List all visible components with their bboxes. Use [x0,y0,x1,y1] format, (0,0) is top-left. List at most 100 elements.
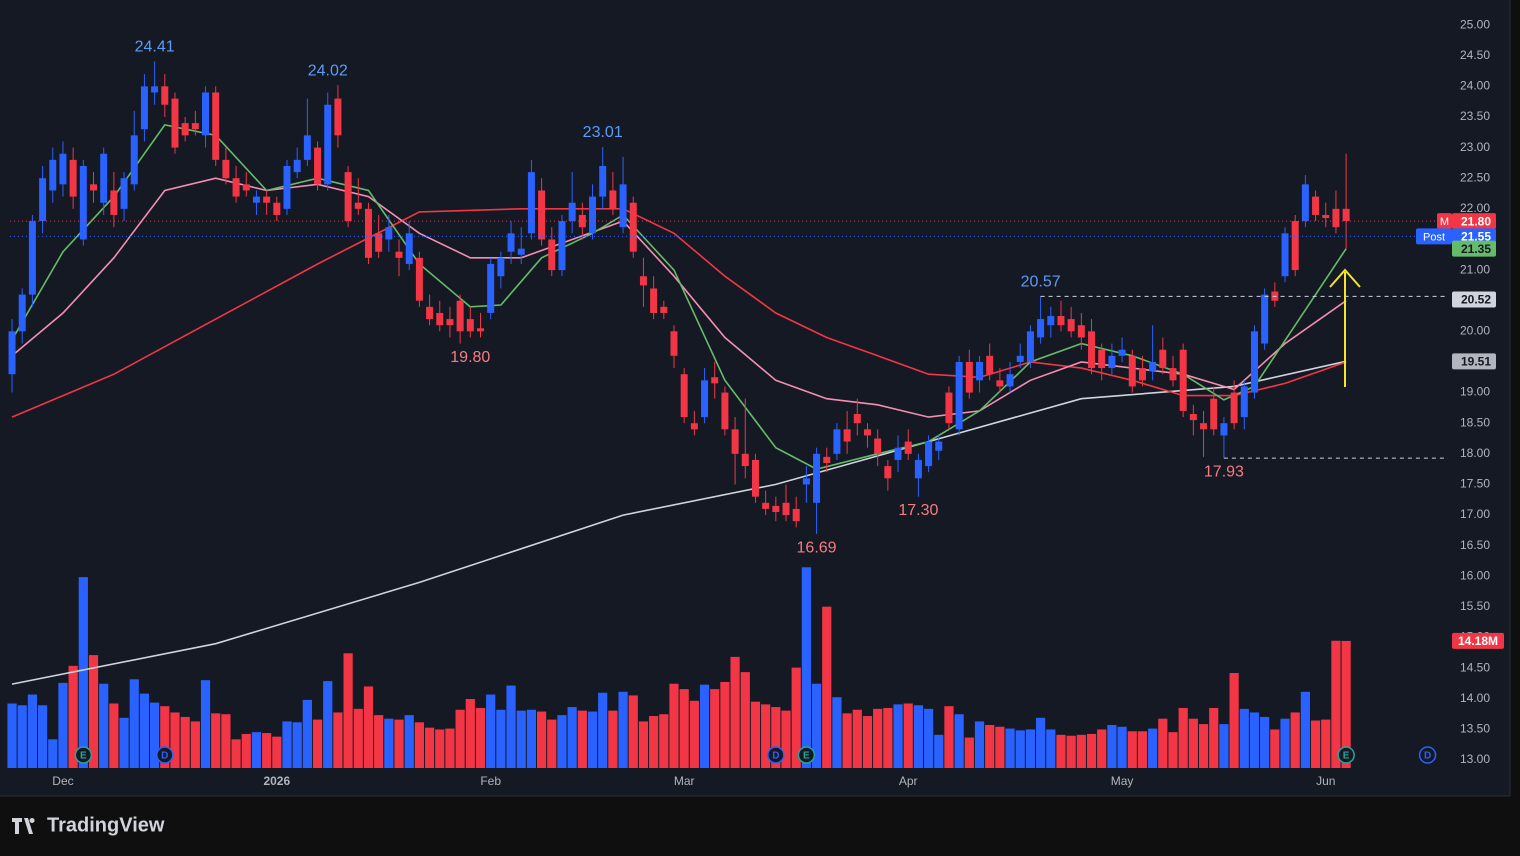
candle-body [293,159,301,173]
volume-bar [1046,729,1056,768]
candle-body [1210,398,1218,430]
extreme-label: 17.93 [1204,463,1244,480]
price-tag-label: 21.35 [1461,242,1491,256]
volume-bar [761,704,771,768]
candle-body [1057,316,1065,326]
x-tick-label: Dec [52,774,73,788]
volume-bar [1331,640,1341,768]
volume-bar [1270,729,1280,768]
chart-area [0,0,1510,796]
volume-bar [720,681,730,768]
candle-body [751,459,759,497]
event-label: D [772,751,779,762]
volume-bar [200,680,211,768]
candle-body [1189,414,1197,421]
candle-body [364,208,372,258]
price-tag [1452,353,1496,370]
y-tick-label: 14.00 [1460,691,1490,705]
candle-body [303,135,311,160]
candle-body [385,227,393,240]
candle-body [1169,368,1177,381]
volume-bar [913,705,924,768]
volume-bar [771,707,781,768]
volume-bar [649,716,659,768]
volume-bar [1056,734,1066,768]
candle-body [527,172,535,234]
candle-body [59,153,67,185]
y-tick-label: 18.50 [1460,415,1490,429]
candle-body [252,196,260,203]
candle-body [945,392,953,424]
candle-body [925,441,933,467]
candle-body [1067,319,1075,332]
brand: TradingView [47,814,165,836]
candle-body [446,319,454,326]
volume-bar [282,721,292,768]
volume-tag-label: 14.18M [1458,634,1498,648]
volume-bar [17,705,27,768]
candle-body [1332,208,1340,228]
candle-body [1261,294,1269,344]
candle-body [130,135,138,185]
candle-body [466,319,474,332]
candle-body [507,233,515,252]
volume-bar [679,689,689,768]
candle-body [242,184,250,191]
event-icon [74,746,93,764]
candle-body [120,178,128,209]
volume-bar [251,732,262,768]
volume-bar [180,716,190,768]
volume-bar [353,708,363,768]
volume-bar [638,721,649,768]
candle-body [1118,349,1126,356]
candle-body [609,190,617,209]
volume-bar [1107,724,1117,768]
volume-bar [903,703,913,768]
volume-bar [37,705,48,768]
candle-body [976,361,984,381]
y-tick-label: 21.00 [1460,262,1490,276]
candle-body [996,380,1004,387]
volume-bar [272,736,282,768]
y-tick-label: 22.50 [1460,170,1490,184]
candle-body [1149,361,1157,372]
y-tick-label: 25.00 [1460,17,1490,31]
volume-bar [262,733,272,768]
volume-bar [567,707,577,768]
volume-bar [88,655,99,768]
volume-tag [1452,632,1504,649]
candle-body [426,306,434,320]
volume-bar [985,724,995,768]
candle-body [1138,368,1146,381]
candle-body [1250,331,1258,393]
volume-bar [241,733,251,768]
candle-body [986,355,994,375]
candle-body [405,233,413,264]
price-tag [1452,240,1496,257]
candle-body [538,190,546,240]
candle-body [884,466,892,479]
candle-body [619,184,627,228]
volume-bar [1036,717,1046,768]
volume-bar [343,653,353,768]
volume-bar [475,707,486,768]
price-tag-prefix [1437,213,1452,230]
candle-body [1312,196,1320,215]
volume-bar [333,712,343,768]
candle-body [558,221,566,271]
candle-body [1200,423,1208,430]
volume-bar [536,711,547,768]
candle-body [283,165,291,209]
candle-body [39,178,47,222]
volume-bar [1137,731,1148,768]
price-tag [1452,213,1496,230]
x-tick-label: Jun [1316,774,1335,788]
candle-body [1301,184,1309,222]
candle-body [151,86,159,93]
y-tick-label: 24.00 [1460,79,1490,93]
candle-body [599,165,607,197]
event-icon [767,746,785,764]
volume-bar [618,691,628,768]
volume-bar [58,682,68,768]
